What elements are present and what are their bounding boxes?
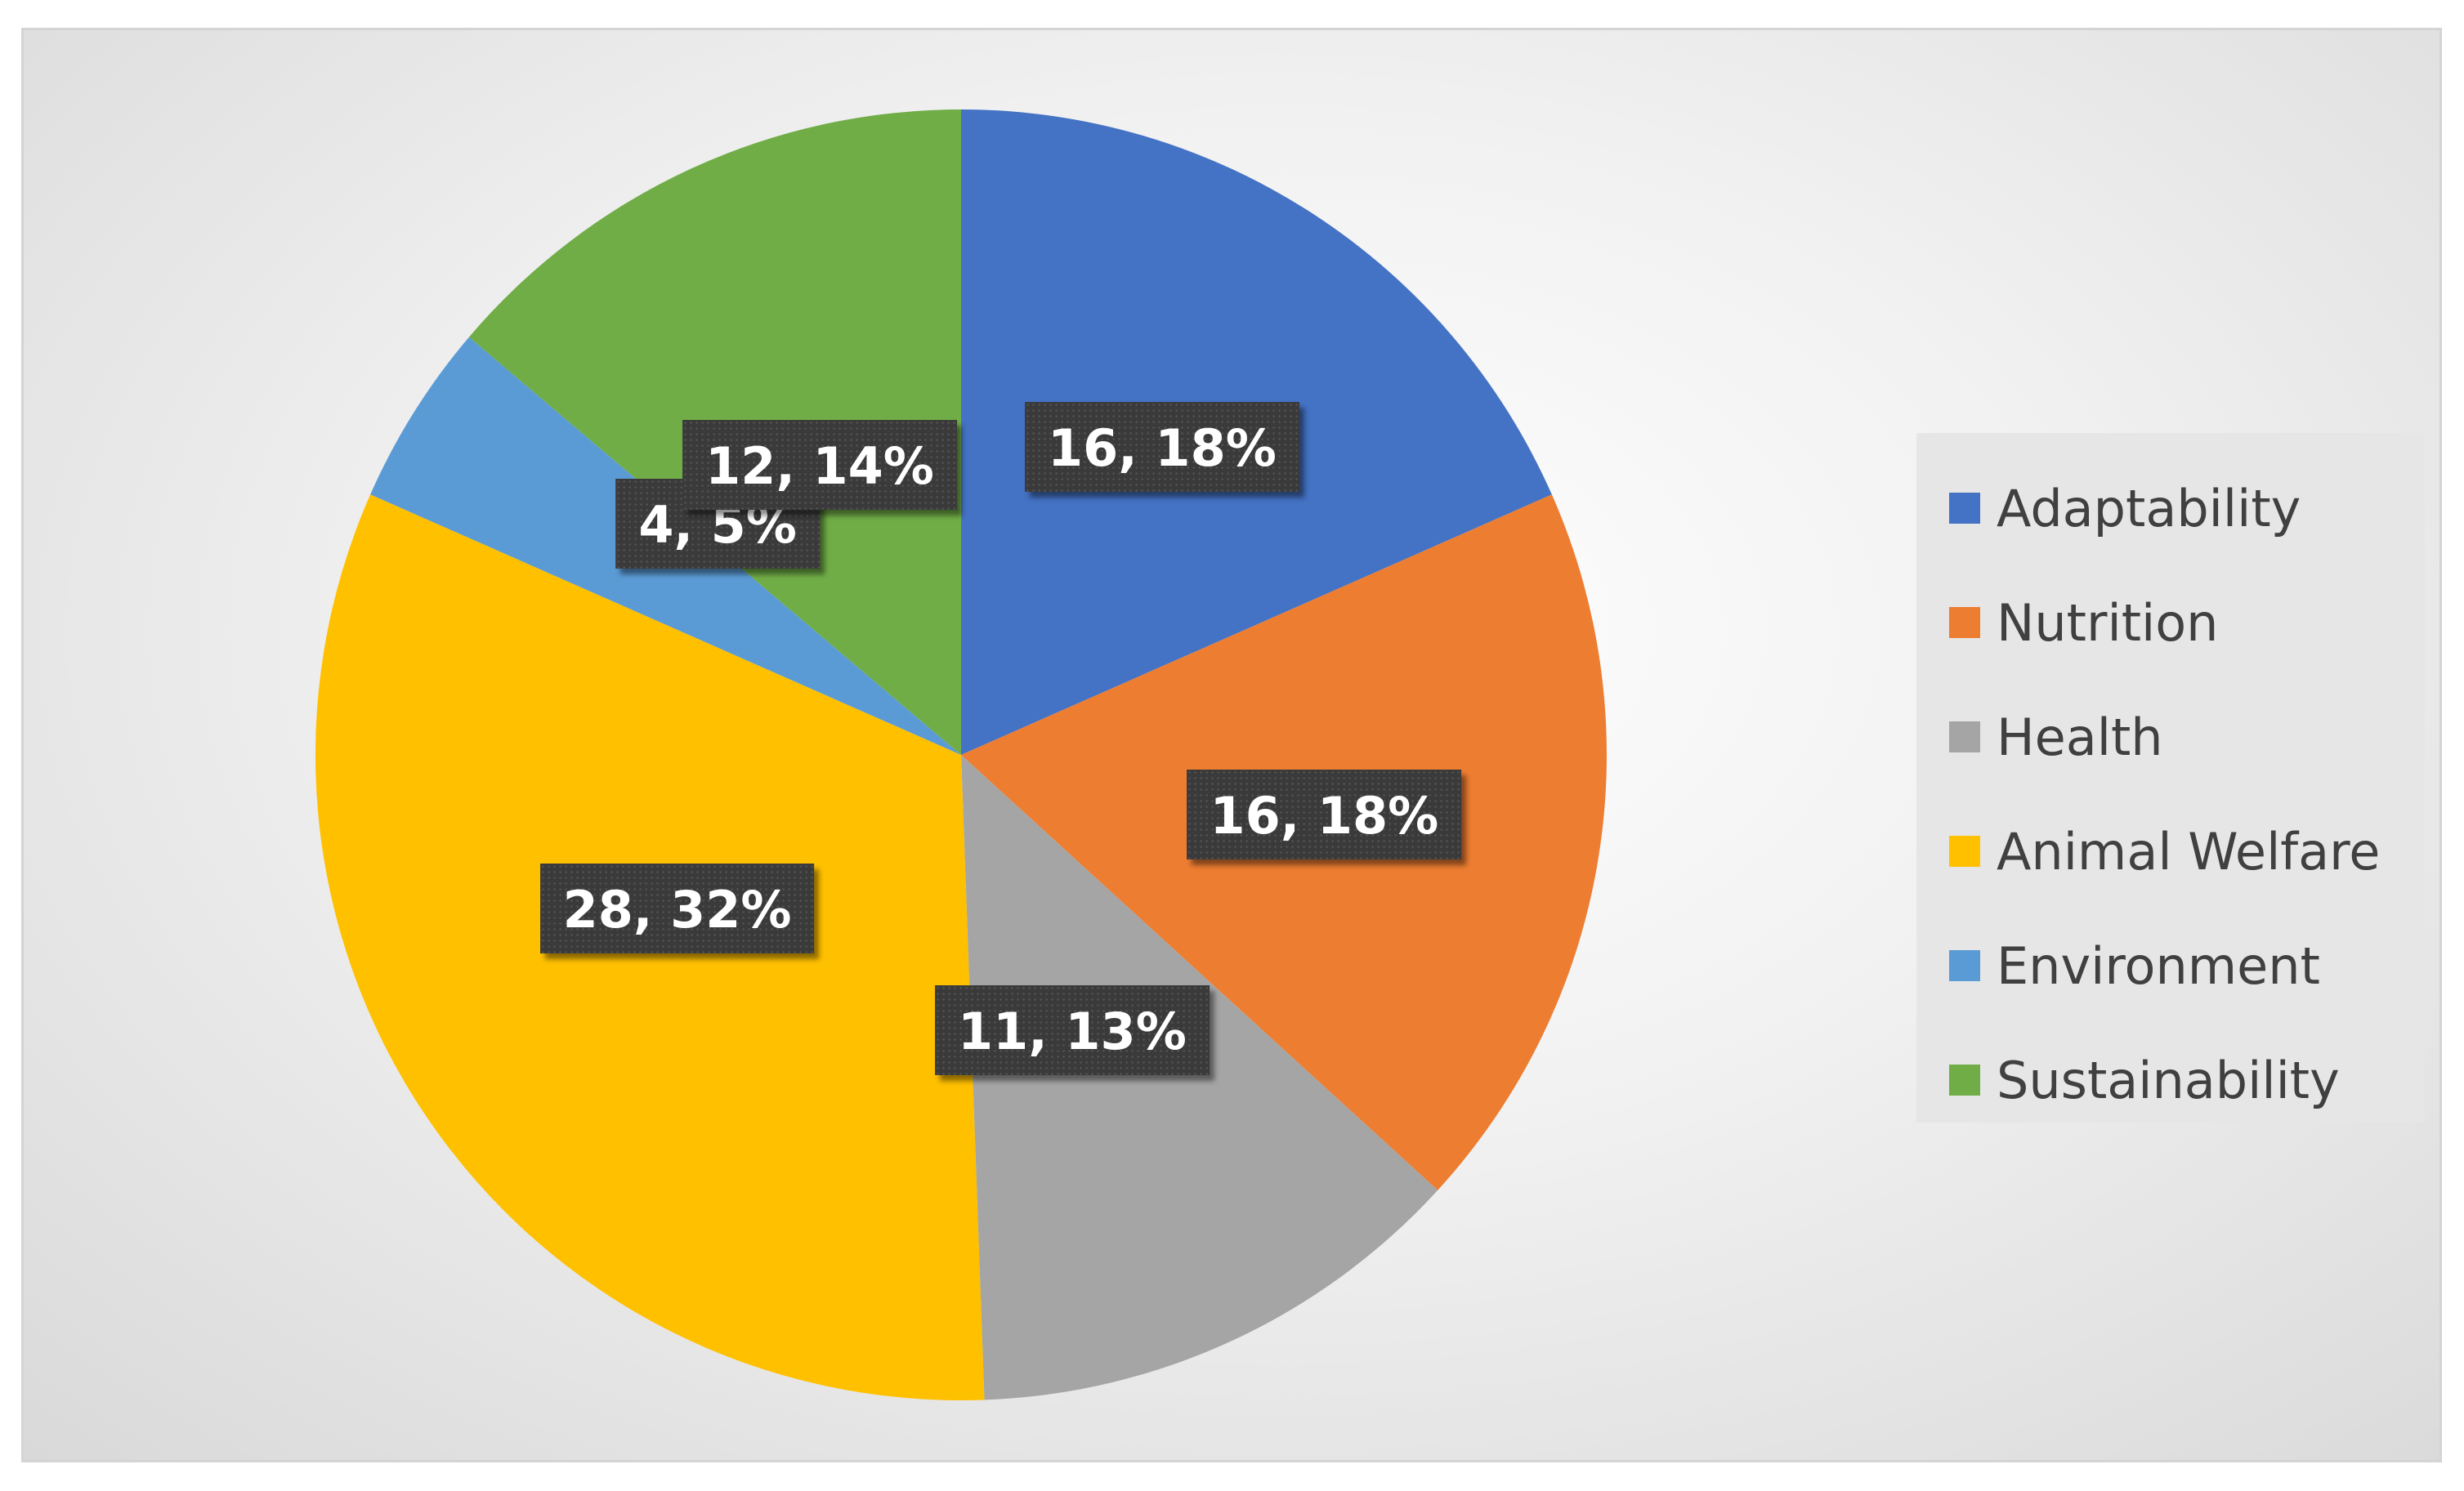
- legend-swatch: [1949, 950, 1980, 981]
- legend-swatch: [1949, 493, 1980, 524]
- chart-area: 16, 18% 16, 18% 11, 13% 28, 32% 4, 5% 12, 14%…: [21, 28, 2442, 1462]
- pie-slice-health: [961, 755, 1438, 1400]
- legend: Adaptability Nutrition Health Animal Welfar…: [1916, 433, 2425, 1123]
- data-label-health: 11, 13%: [934, 985, 1210, 1076]
- legend-label: Adaptability: [1997, 478, 2301, 538]
- legend-swatch: [1949, 836, 1980, 867]
- legend-item-nutrition: Nutrition: [1916, 565, 2425, 680]
- legend-item-environment: Environment: [1916, 908, 2425, 1023]
- legend-swatch: [1949, 721, 1980, 752]
- data-label-sustainability: 12, 14%: [682, 419, 957, 510]
- data-label-adaptability: 16, 18%: [1025, 401, 1299, 492]
- data-label-nutrition: 16, 18%: [1187, 769, 1462, 859]
- legend-label: Animal Welfare: [1997, 821, 2381, 882]
- legend-label: Nutrition: [1997, 592, 2219, 653]
- legend-item-adaptability: Adaptability: [1916, 451, 2425, 565]
- data-label-animal-welfare: 28, 32%: [539, 863, 815, 953]
- legend-swatch: [1949, 1065, 1980, 1096]
- legend-item-health: Health: [1916, 680, 2425, 794]
- legend-label: Environment: [1997, 935, 2320, 996]
- legend-label: Health: [1997, 707, 2163, 767]
- legend-swatch: [1949, 607, 1980, 638]
- legend-item-sustainability: Sustainability: [1916, 1023, 2425, 1137]
- legend-item-animal-welfare: Animal Welfare: [1916, 794, 2425, 908]
- legend-label: Sustainability: [1997, 1050, 2340, 1110]
